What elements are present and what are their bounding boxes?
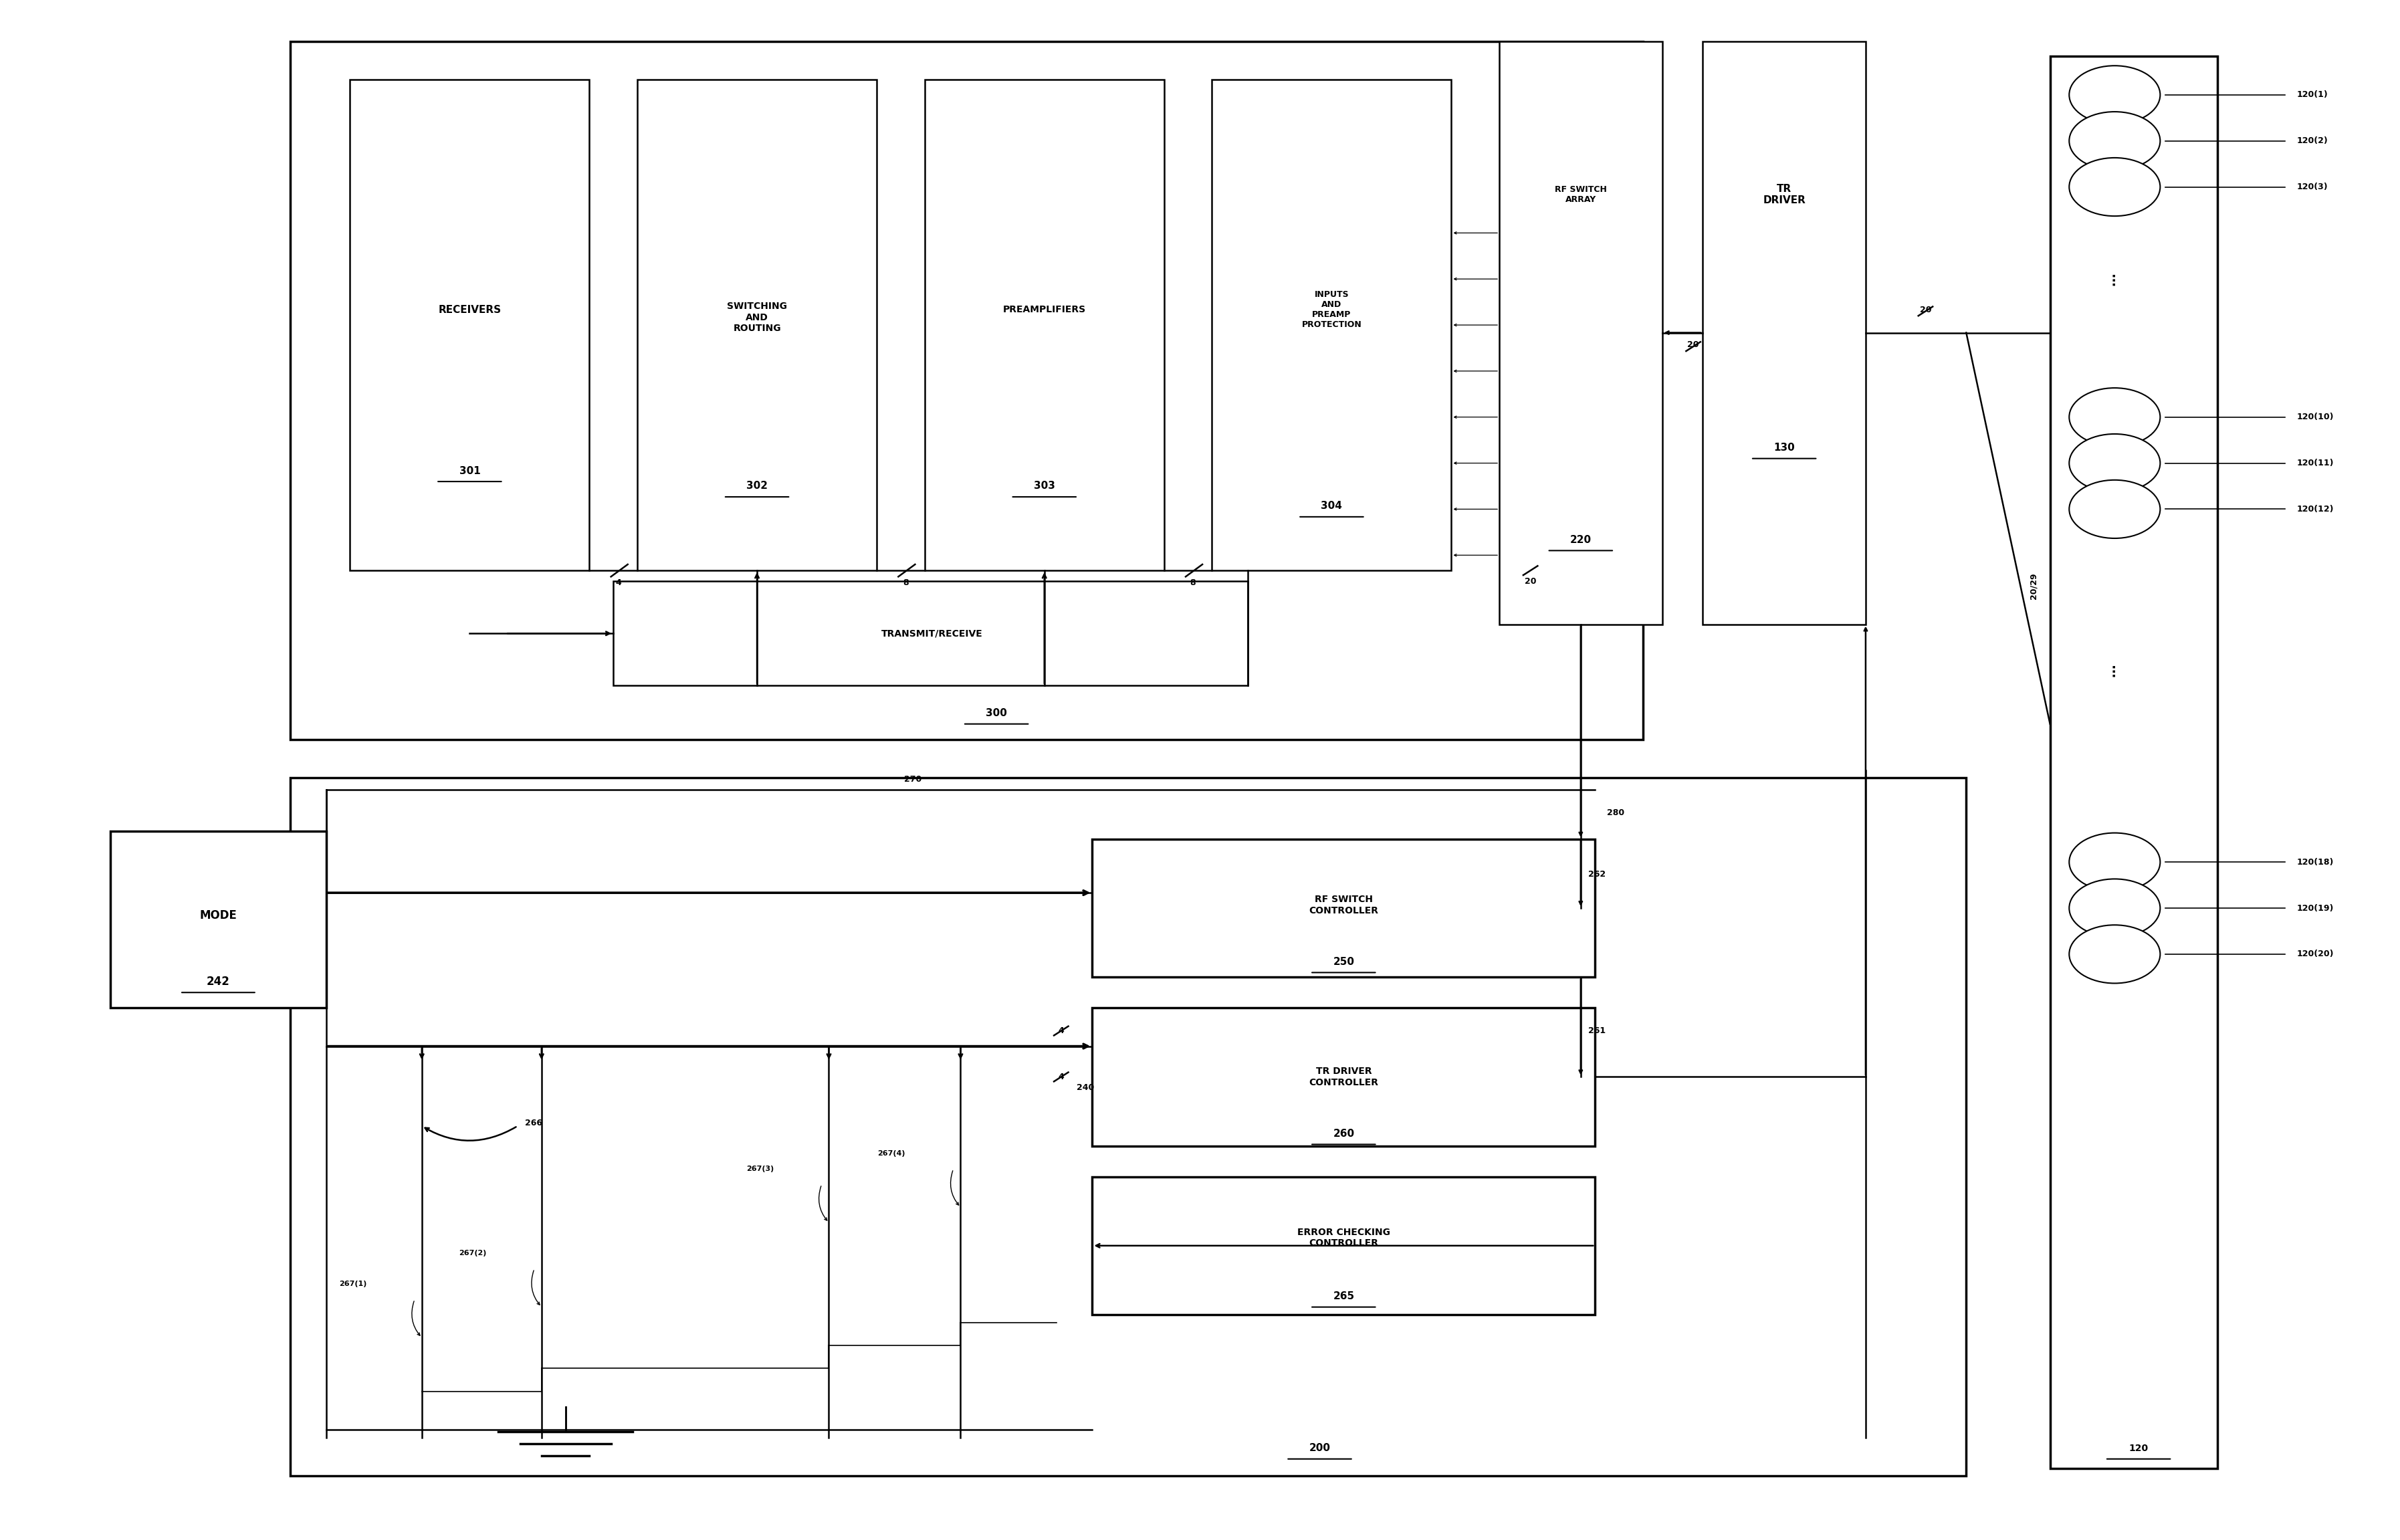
Text: 260: 260 xyxy=(1332,1129,1354,1138)
FancyBboxPatch shape xyxy=(1092,1007,1596,1146)
Text: 267(3): 267(3) xyxy=(746,1166,773,1172)
Circle shape xyxy=(2069,66,2160,125)
Text: 261: 261 xyxy=(1589,1027,1606,1035)
Text: ERROR CHECKING
CONTROLLER: ERROR CHECKING CONTROLLER xyxy=(1296,1227,1390,1247)
Text: 267(4): 267(4) xyxy=(878,1150,905,1157)
FancyBboxPatch shape xyxy=(924,80,1164,570)
Text: 20/29: 20/29 xyxy=(2028,573,2038,599)
Text: 270: 270 xyxy=(905,775,922,784)
Text: 130: 130 xyxy=(1774,444,1795,453)
FancyBboxPatch shape xyxy=(110,832,326,1007)
FancyBboxPatch shape xyxy=(2050,57,2218,1468)
Text: RF SWITCH
CONTROLLER: RF SWITCH CONTROLLER xyxy=(1308,895,1378,915)
Text: 120(10): 120(10) xyxy=(2297,413,2333,422)
Text: 303: 303 xyxy=(1034,480,1056,491)
Text: 20: 20 xyxy=(1920,305,1932,314)
Text: 240: 240 xyxy=(1075,1083,1094,1092)
FancyBboxPatch shape xyxy=(614,581,1248,685)
Text: 8: 8 xyxy=(1190,579,1195,587)
FancyBboxPatch shape xyxy=(638,80,876,570)
Text: 200: 200 xyxy=(1308,1443,1330,1454)
Text: 120(1): 120(1) xyxy=(2297,91,2328,99)
Text: 265: 265 xyxy=(1332,1292,1354,1301)
Text: 120(18): 120(18) xyxy=(2297,858,2333,867)
Text: 120(2): 120(2) xyxy=(2297,137,2328,145)
Text: 250: 250 xyxy=(1332,956,1354,967)
FancyBboxPatch shape xyxy=(1092,839,1596,978)
Text: 302: 302 xyxy=(746,480,768,491)
Text: INPUTS
AND
PREAMP
PROTECTION: INPUTS AND PREAMP PROTECTION xyxy=(1301,290,1361,330)
Text: 280: 280 xyxy=(1608,808,1625,818)
Circle shape xyxy=(2069,926,2160,983)
Text: ⋯: ⋯ xyxy=(2107,664,2122,676)
Circle shape xyxy=(2069,833,2160,892)
Text: TR
DRIVER: TR DRIVER xyxy=(1764,183,1805,205)
Text: 300: 300 xyxy=(986,708,1008,718)
Text: TR DRIVER
CONTROLLER: TR DRIVER CONTROLLER xyxy=(1308,1067,1378,1087)
Text: 262: 262 xyxy=(1589,870,1606,879)
Circle shape xyxy=(2069,480,2160,539)
Text: 220: 220 xyxy=(1570,534,1591,545)
Text: 4: 4 xyxy=(614,579,622,587)
Text: 20: 20 xyxy=(1524,578,1536,585)
Text: ⋯: ⋯ xyxy=(2107,273,2122,285)
Text: 120(19): 120(19) xyxy=(2297,904,2333,912)
Text: 8: 8 xyxy=(902,579,907,587)
Text: 120(20): 120(20) xyxy=(2297,950,2333,958)
Text: 120(12): 120(12) xyxy=(2297,505,2333,513)
Text: 266: 266 xyxy=(526,1118,542,1127)
Text: RECEIVERS: RECEIVERS xyxy=(439,305,502,314)
Text: RF SWITCH
ARRAY: RF SWITCH ARRAY xyxy=(1555,185,1606,203)
Circle shape xyxy=(2069,157,2160,216)
FancyBboxPatch shape xyxy=(1092,1177,1596,1315)
Text: 120: 120 xyxy=(2129,1443,2148,1452)
Circle shape xyxy=(2069,388,2160,447)
FancyBboxPatch shape xyxy=(1212,80,1452,570)
FancyBboxPatch shape xyxy=(1500,42,1663,624)
FancyBboxPatch shape xyxy=(350,80,590,570)
Text: 301: 301 xyxy=(458,465,480,476)
Text: MODE: MODE xyxy=(199,910,238,922)
Circle shape xyxy=(2069,112,2160,169)
Text: 120(3): 120(3) xyxy=(2297,183,2328,191)
Text: 4: 4 xyxy=(1058,1027,1063,1035)
FancyBboxPatch shape xyxy=(290,778,1966,1475)
Text: 242: 242 xyxy=(206,976,230,987)
Text: 304: 304 xyxy=(1320,500,1342,511)
Text: PREAMPLIFIERS: PREAMPLIFIERS xyxy=(1003,305,1085,314)
Text: 267(2): 267(2) xyxy=(458,1250,487,1257)
Text: 120(11): 120(11) xyxy=(2297,459,2333,468)
Circle shape xyxy=(2069,434,2160,493)
Text: SWITCHING
AND
ROUTING: SWITCHING AND ROUTING xyxy=(727,302,787,333)
Text: 4: 4 xyxy=(1058,1072,1063,1081)
FancyBboxPatch shape xyxy=(290,42,1644,739)
Text: 267(1): 267(1) xyxy=(338,1281,367,1287)
Text: TRANSMIT/RECEIVE: TRANSMIT/RECEIVE xyxy=(881,628,982,638)
Text: 20: 20 xyxy=(1687,340,1699,350)
FancyBboxPatch shape xyxy=(1704,42,1865,624)
Circle shape xyxy=(2069,879,2160,938)
